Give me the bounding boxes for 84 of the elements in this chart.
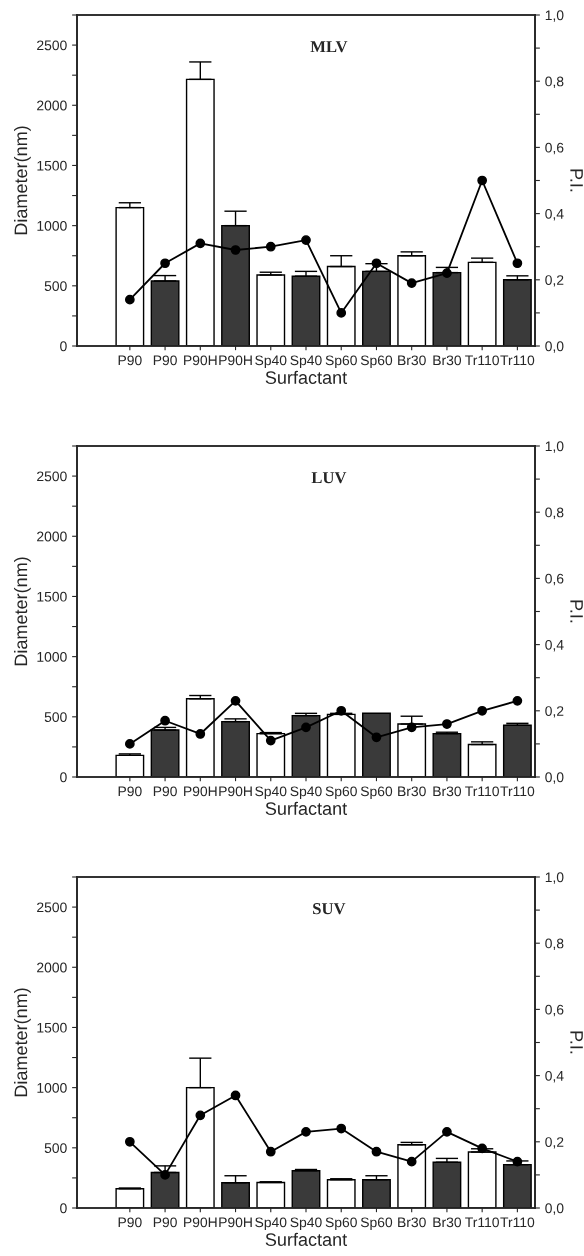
x-tick-label: Sp40 — [290, 355, 322, 368]
y-tick-label: 2500 — [37, 902, 67, 913]
x-tick-label: P90H — [184, 786, 217, 797]
x-tick-label: P90 — [153, 355, 177, 366]
x-tick-label: Tr110 — [500, 355, 535, 366]
text: LUV — [311, 472, 347, 484]
x-tick-label: Br30 — [433, 355, 462, 366]
x-tick-label: Sp40 — [255, 1217, 287, 1230]
y2-tick-label: 0,6 — [545, 573, 564, 586]
y-tick-label: 500 — [44, 281, 67, 291]
text: SUV — [313, 903, 346, 915]
y2-tick-label: 0,4 — [545, 208, 564, 221]
y-tick-label: 2500 — [37, 40, 67, 51]
x-tick-label: Tr110 — [465, 355, 499, 366]
y2-tick-label: 0,4 — [545, 639, 564, 652]
y2-tick-label: 0,0 — [545, 772, 564, 784]
x-tick-label: Tr110 — [465, 1217, 499, 1228]
y-tick-label: 1500 — [37, 160, 67, 171]
y2-tick-label: 0,6 — [545, 142, 564, 155]
x-tick-label: Sp60 — [325, 355, 357, 368]
y2-tick-label: 0,6 — [545, 1004, 564, 1017]
y-tick-label: 1000 — [37, 220, 67, 231]
x-tick-label: P90 — [118, 355, 142, 366]
x-axis-title: Surfactant — [265, 1232, 348, 1247]
y2-tick-label: 0,8 — [545, 76, 564, 89]
x-tick-label: P90H — [219, 1217, 252, 1228]
y2-tick-label: 1,0 — [545, 10, 564, 22]
x-tick-label: Br30 — [398, 355, 426, 366]
x-tick-label: Tr110 — [500, 1217, 535, 1228]
x-tick-label: Sp40 — [255, 786, 287, 799]
x-tick-label: P90H — [184, 1217, 217, 1228]
y-tick-label: 1000 — [37, 651, 67, 662]
x-tick-label: P90 — [118, 1217, 142, 1228]
x-tick-label: Br30 — [398, 786, 426, 797]
x-tick-label: P90H — [184, 355, 217, 366]
y2-tick-label: 0,0 — [545, 1203, 564, 1215]
x-tick-label: P90 — [153, 786, 177, 797]
x-tick-label: P90 — [118, 786, 142, 797]
x-tick-label: Sp60 — [360, 355, 393, 368]
y2-tick-label: 0,2 — [545, 706, 564, 718]
y-axis-title: Diameter(nm) — [14, 557, 31, 666]
y-tick-label: 2000 — [37, 531, 67, 542]
x-tick-label: Tr110 — [500, 786, 535, 797]
x-tick-label: Br30 — [433, 1217, 462, 1228]
y2-tick-label: 0,4 — [545, 1070, 564, 1083]
x-tick-label: Sp40 — [290, 1217, 322, 1230]
y-tick-label: 1500 — [37, 591, 67, 602]
x-tick-label: Sp60 — [360, 786, 393, 799]
text: MLV — [310, 41, 348, 53]
y-tick-label: 0 — [60, 341, 67, 352]
x-tick-label: P90H — [219, 355, 252, 366]
y2-tick-label: 0,2 — [545, 1137, 564, 1149]
x-tick-label: Sp40 — [255, 355, 287, 368]
y2-tick-label: 1,0 — [545, 441, 564, 453]
x-tick-label: Br30 — [433, 786, 462, 797]
x-tick-label: Sp60 — [325, 1217, 357, 1230]
x-tick-label: Br30 — [398, 1217, 426, 1228]
y2-axis-title: P.I. — [570, 1031, 583, 1054]
y2-tick-label: 0,2 — [545, 275, 564, 287]
y-axis-title: Diameter(nm) — [14, 126, 31, 235]
y-tick-label: 500 — [44, 1143, 67, 1153]
y2-tick-label: 0,8 — [545, 507, 564, 520]
x-tick-label: Tr110 — [465, 786, 499, 797]
x-axis-title: Surfactant — [265, 370, 348, 385]
y2-axis-title: P.I. — [570, 169, 583, 192]
y2-tick-label: 0,0 — [545, 341, 564, 353]
y2-tick-label: 1,0 — [545, 872, 564, 884]
y-tick-label: 0 — [60, 772, 67, 783]
y-tick-label: 2000 — [37, 962, 67, 973]
y-tick-label: 1500 — [37, 1022, 67, 1033]
y-tick-label: 2000 — [37, 100, 67, 111]
x-axis-title: Surfactant — [265, 801, 348, 816]
x-tick-label: Sp60 — [325, 786, 357, 799]
y2-axis-title: P.I. — [570, 600, 583, 623]
y-axis-title: Diameter(nm) — [14, 988, 31, 1097]
x-tick-label: Sp40 — [290, 786, 322, 799]
y-tick-label: 0 — [60, 1203, 67, 1214]
x-tick-label: Sp60 — [360, 1217, 393, 1230]
y2-tick-label: 0,8 — [545, 938, 564, 951]
x-tick-label: P90 — [153, 1217, 177, 1228]
x-tick-label: P90H — [219, 786, 252, 797]
y-tick-label: 1000 — [37, 1082, 67, 1093]
y-tick-label: 2500 — [37, 471, 67, 482]
y-tick-label: 500 — [44, 712, 67, 722]
